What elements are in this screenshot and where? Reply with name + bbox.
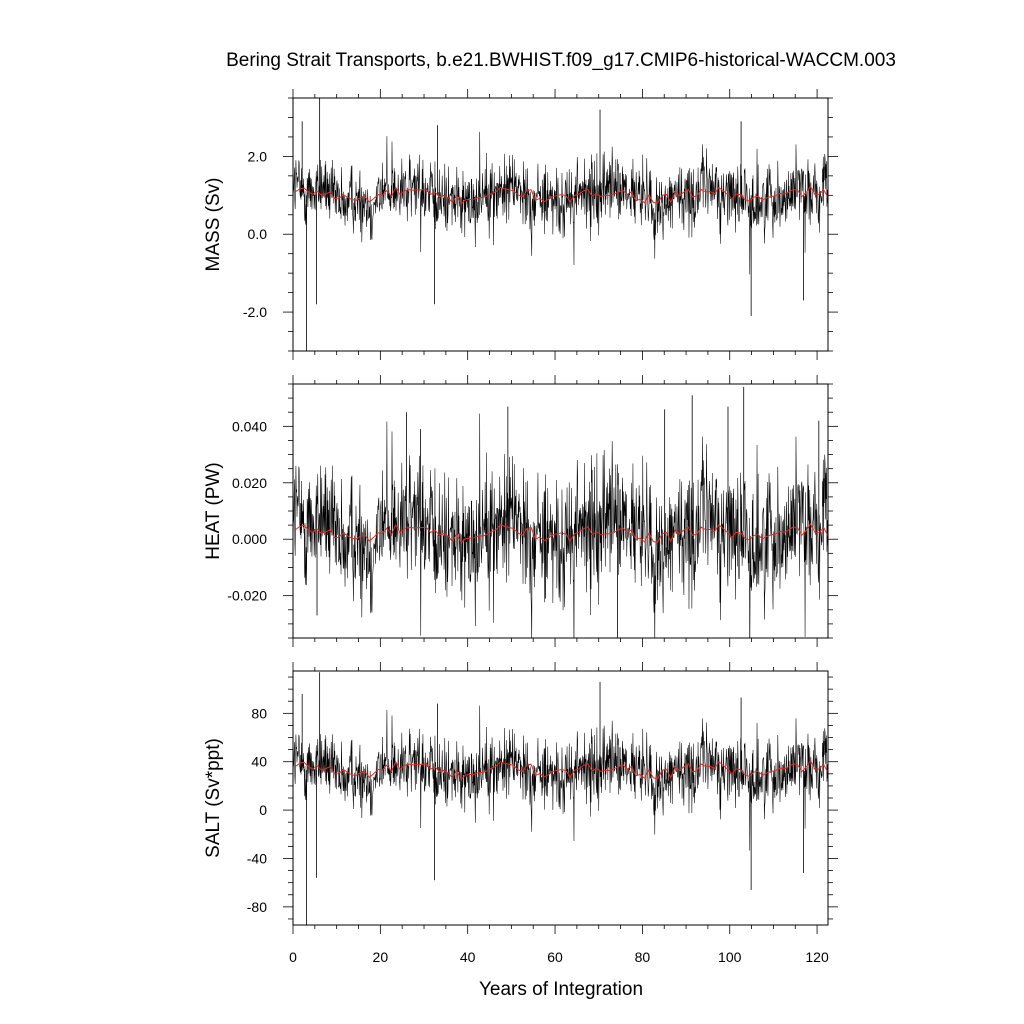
y-axis-title: HEAT (PW) [203,462,224,559]
y-tick-label: 0.000 [232,531,267,547]
y-tick-label: 0.020 [232,475,267,491]
x-tick-label: 120 [805,949,829,965]
annual-mean-line [294,522,828,544]
x-tick-label: 40 [460,949,476,965]
panel-frame [292,383,829,639]
x-tick-label: 20 [373,949,389,965]
panel-1-series [293,386,828,638]
y-tick-label: 0.0 [248,226,268,242]
x-tick-label: 100 [718,949,742,965]
y-tick-label: -2.0 [243,304,267,320]
panel-2: 80 40 0 -40 -80 SALT (Sv*ppt) [203,662,838,934]
x-axis-labels: 0 20 40 60 80 100 120 [289,949,829,965]
x-tick-label: 60 [547,949,563,965]
y-tick-label: 80 [251,705,267,721]
y-tick-label: -40 [247,850,267,866]
panel-1: 0.040 0.020 0.000 -0.020 HEAT (PW) [203,375,838,647]
annual-mean-line [294,185,828,205]
y-tick-label: 0 [259,802,267,818]
monthly-series-line [293,705,828,851]
annual-mean-line [294,759,828,780]
y-tick-label: -0.020 [227,588,267,604]
panels-group: 2.0 0.0 -2.0 MASS (Sv) 0.040 0.020 0.000 -0.020… [203,89,838,934]
chart-title: Bering Strait Transports, b.e21.BWHIST.f… [226,50,896,71]
y-tick-label: -80 [247,899,267,915]
y-axis-title: SALT (Sv*ppt) [203,738,224,858]
y-tick-label: 0.040 [232,418,267,434]
monthly-series-line [293,413,828,638]
panel-0: 2.0 0.0 -2.0 MASS (Sv) [203,89,838,360]
monthly-series-line [293,131,828,275]
panel-frame [292,97,829,352]
x-axis-title: Years of Integration [479,979,643,1000]
y-tick-label: 40 [251,754,267,770]
panel-0-series [293,98,828,351]
panel-2-series [293,672,828,925]
y-tick-label: 2.0 [248,148,268,164]
x-tick-label: 0 [289,949,297,965]
x-tick-label: 80 [635,949,651,965]
y-axis-title: MASS (Sv) [203,178,224,272]
